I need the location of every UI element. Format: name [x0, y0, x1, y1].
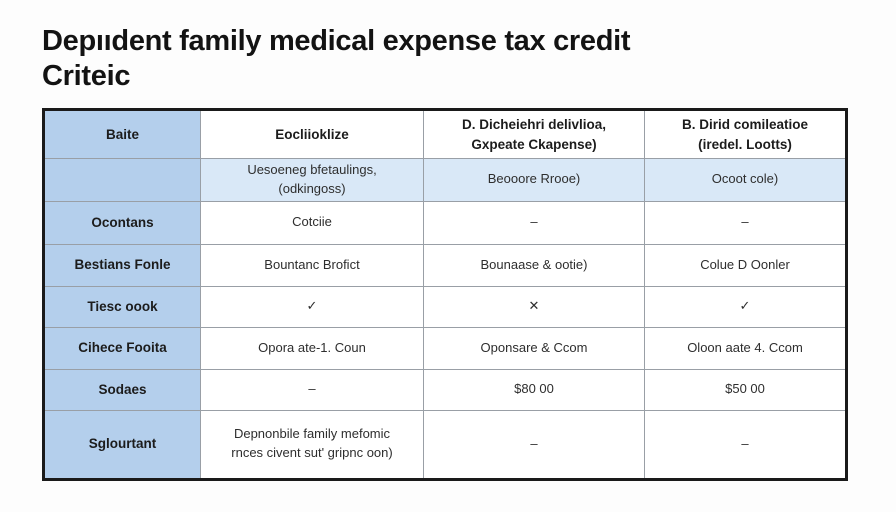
- column-header: B. Dirid comileatioe (iredel. Lootts): [644, 109, 847, 159]
- table-cell: Colue D Oonler: [644, 243, 847, 287]
- page-title: Depııdent family medical expense tax cre…: [42, 25, 631, 92]
- table-cell: –: [423, 409, 645, 480]
- amount-cell: $50 00: [644, 368, 847, 411]
- table-row: Cihece Fooita Opora ate-1. Coun Oponsare…: [43, 326, 847, 370]
- table-cell: Ocoot cole): [644, 158, 847, 202]
- column-header: D. Dicheiehri delivlioa, Gxpeate Ckapens…: [423, 109, 645, 159]
- table-row: Tiesc oook ✓ ✕ ✓: [43, 285, 847, 328]
- table-row: Ocontans Cotciie – –: [43, 200, 847, 245]
- column-header: Baite: [43, 109, 201, 159]
- row-label: Ocontans: [43, 200, 201, 245]
- table-cell: Cotciie: [200, 200, 424, 245]
- row-label: [43, 158, 201, 202]
- table-cell: –: [644, 409, 847, 480]
- comparison-table: Baite Eocliioklize D. Dicheiehri delivli…: [42, 108, 848, 481]
- table-header-row: Baite Eocliioklize D. Dicheiehri delivli…: [43, 109, 847, 159]
- row-label: Cihece Fooita: [43, 326, 201, 370]
- table-row: Uesoeneg bfetaulings, (odkingoss) Beooor…: [43, 158, 847, 202]
- table-cell: Oloon aate 4. Ccom: [644, 326, 847, 370]
- row-label: Bestians Fonle: [43, 243, 201, 287]
- table-cell: Bountanc Brofict: [200, 243, 424, 287]
- amount-cell: $80 00: [423, 368, 645, 411]
- row-label: Sodaes: [43, 368, 201, 411]
- table-cell: Oponsare & Ccom: [423, 326, 645, 370]
- table-row: Sodaes – $80 00 $50 00: [43, 368, 847, 411]
- table-cell: –: [644, 200, 847, 245]
- cross-cell: ✕: [423, 285, 645, 328]
- checkmark-cell: ✓: [644, 285, 847, 328]
- table-cell: –: [200, 368, 424, 411]
- table-cell: Uesoeneg bfetaulings, (odkingoss): [200, 158, 424, 202]
- table-row: Bestians Fonle Bountanc Brofict Bounaase…: [43, 243, 847, 287]
- row-label: Sglourtant: [43, 409, 201, 480]
- column-header: Eocliioklize: [200, 109, 424, 159]
- row-label: Tiesc oook: [43, 285, 201, 328]
- table-cell: –: [423, 200, 645, 245]
- table-cell: Beooore Rrooe): [423, 158, 645, 202]
- table-row: Sglourtant Depnonbile family mefomic rnc…: [43, 409, 847, 480]
- checkmark-cell: ✓: [200, 285, 424, 328]
- table-cell: Opora ate-1. Coun: [200, 326, 424, 370]
- table-cell: Depnonbile family mefomic rnces civent s…: [200, 409, 424, 480]
- table-cell: Bounaase & ootie): [423, 243, 645, 287]
